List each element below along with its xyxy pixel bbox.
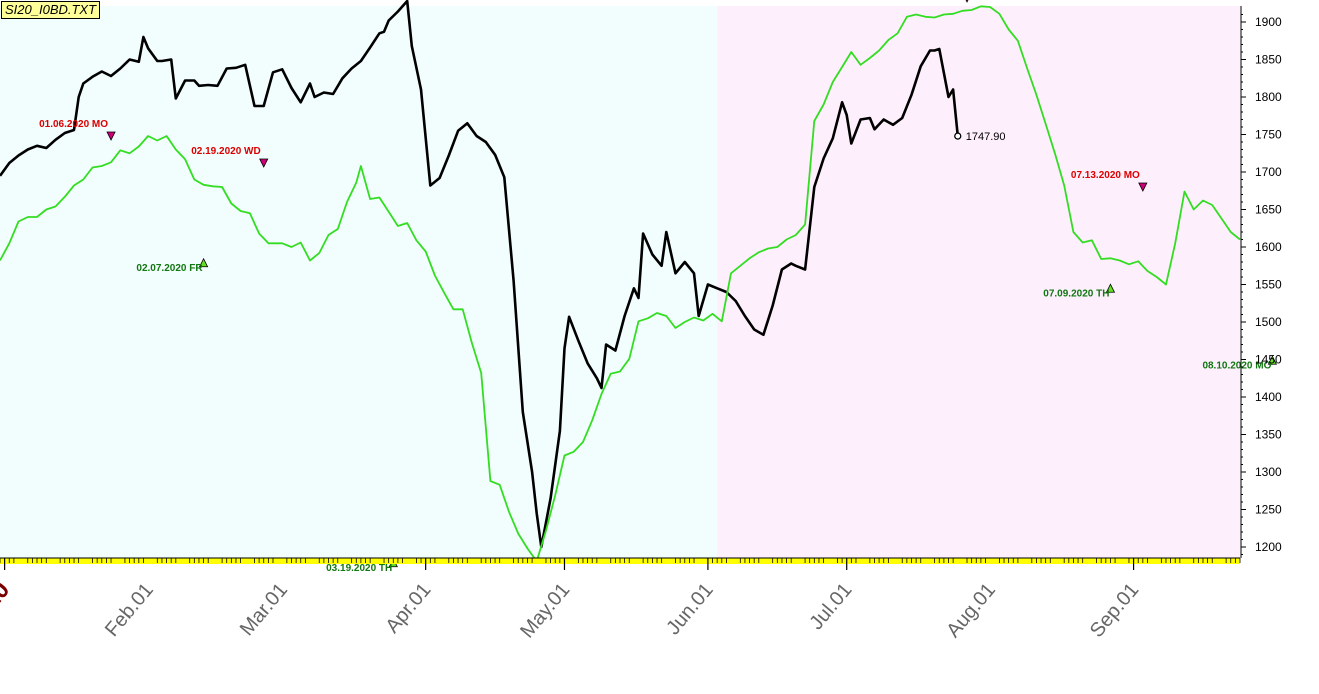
y-tick-label: 1700 [1255,165,1282,179]
y-tick-label: 1350 [1255,428,1282,442]
turning-point-bottom-label: 03.19.2020 TH [326,563,392,574]
x-month-label: Feb.01 [101,579,158,641]
y-tick-label: 1750 [1255,128,1282,142]
y-tick-label: 1900 [1255,15,1282,29]
turning-point-bottom-label: 07.09.2020 TH [1043,288,1109,299]
x-month-label: Jun.01 [662,579,717,639]
y-tick-label: 1250 [1255,503,1282,517]
x-month-label: Sep.01 [1086,579,1144,642]
turning-point-top-label: 01.06.2020 MO [39,119,108,130]
y-tick-label: 1650 [1255,203,1282,217]
turning-point-top-marker [259,158,269,168]
y-tick-label: 1550 [1255,278,1282,292]
turning-point-bottom-marker [1105,283,1116,293]
turning-point-top-marker [965,0,969,3]
chart-series: 1747.90 [0,0,1241,563]
x-month-label: May.01 [516,579,574,642]
y-axis: 1200 1250 1300 1350 1400 1450 1500 1550 1600 1650… [1240,6,1282,558]
forecast-line [0,5,1241,563]
x-axis: 2020 Feb.01 Mar.01 Apr.01 May.01 Jun.01 Jul.01… [0,557,1241,642]
y-tick-label: 1500 [1255,315,1282,329]
history-background [0,6,718,558]
turning-point-bottom-marker [198,257,209,268]
y-tick-label: 1450 [1255,353,1282,367]
x-month-label: Jul.01 [805,579,856,634]
last-value-marker [954,132,962,140]
price-line [0,0,960,549]
y-tick-label: 1600 [1255,240,1282,254]
x-year-label: 2020 [0,577,15,635]
turning-point-top-label: 02.19.2020 WD [191,146,261,157]
x-month-label: Apr.01 [381,579,435,637]
x-month-label: Mar.01 [236,579,292,640]
x-month-label: Aug.01 [942,579,1000,642]
turning-point-bottom-marker [1267,355,1278,365]
y-tick-label: 1400 [1255,390,1282,404]
turning-point-top-label: 07.13.2020 MO [1071,170,1140,181]
y-tick-label: 1850 [1255,53,1282,67]
turning-point-bottom-label: 08.10.2020 MO [1202,360,1271,371]
y-tick-label: 1200 [1255,540,1282,554]
y-tick-label: 1300 [1255,465,1282,479]
turning-point-top-marker [1138,182,1148,192]
forecast-background [717,6,1240,558]
turning-point-markers: 01.06.2020 MO 02.07.2020 FR 02.19.2020 WD 0… [39,0,1278,574]
file-name-label: SI20_I0BD.TXT [1,1,101,19]
last-value-label: 1747.90 [966,131,1006,143]
turning-point-bottom-label: 02.07.2020 FR [136,263,203,274]
y-tick-label: 1800 [1255,90,1282,104]
chart-backgrounds [0,6,1240,558]
turning-point-top-marker [106,131,116,141]
